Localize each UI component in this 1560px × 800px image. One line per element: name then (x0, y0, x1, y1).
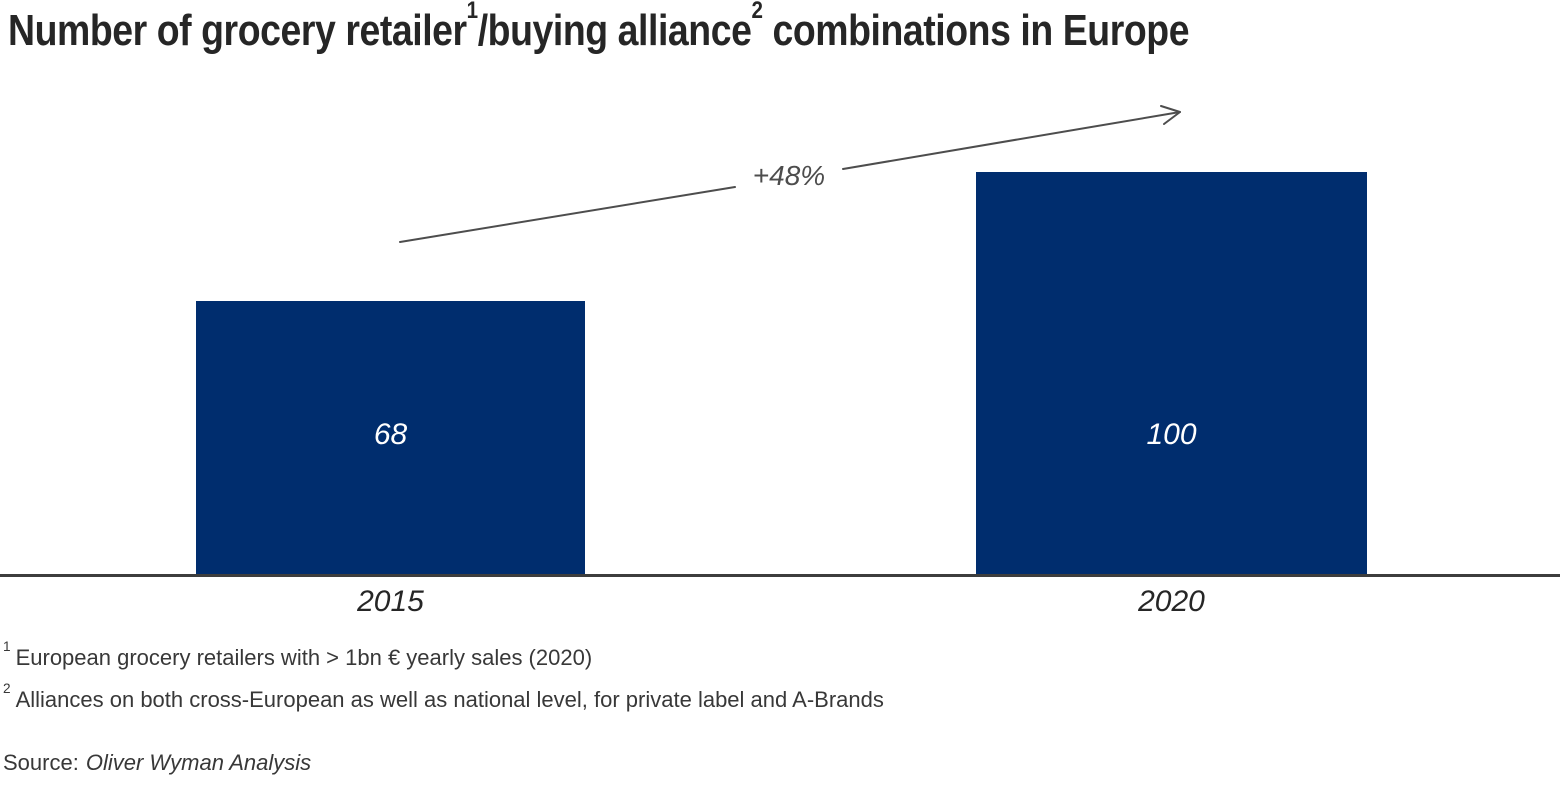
chart-title: Number of grocery retailer1/buying allia… (8, 0, 1190, 56)
x-axis-label-2015: 2015 (357, 585, 424, 618)
bar-chart: +48% 68 100 (196, 105, 1367, 574)
title-text-2: /buying alliance (477, 6, 752, 55)
source-line: Source: Oliver Wyman Analysis (3, 750, 311, 776)
title-text-3: combinations in Europe (762, 6, 1190, 55)
title-footnote-ref-2: 2 (751, 0, 763, 25)
footnote-2: 2 Alliances on both cross-European as wel… (3, 681, 884, 713)
footnote-1-text: European grocery retailers with > 1bn € … (15, 645, 593, 670)
footnote-1-marker: 1 (3, 638, 11, 654)
bar-2020: 100 (976, 172, 1367, 574)
growth-arrow-shaft-right (842, 111, 1181, 170)
bar-value-2015: 68 (373, 418, 408, 451)
x-axis (0, 574, 1560, 577)
x-axis-label-2020: 2020 (1138, 585, 1205, 618)
source-text: Oliver Wyman Analysis (85, 750, 312, 775)
footnote-1: 1 European grocery retailers with > 1bn €… (3, 639, 593, 671)
footnote-2-text: Alliances on both cross-European as well… (15, 687, 884, 712)
bar-value-2020: 100 (1146, 418, 1197, 451)
bar-2015: 68 (196, 301, 585, 574)
footnote-2-marker: 2 (3, 680, 11, 696)
title-text-1: Number of grocery retailer (8, 6, 467, 55)
growth-percentage-label: +48% (752, 160, 826, 191)
growth-arrow-head-icon (1160, 105, 1181, 125)
growth-arrow-shaft-left (399, 186, 736, 243)
source-label: Source: (3, 750, 79, 775)
title-footnote-ref-1: 1 (466, 0, 478, 25)
